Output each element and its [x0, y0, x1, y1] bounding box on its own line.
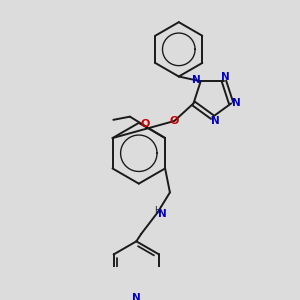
- Text: N: N: [221, 72, 230, 82]
- Text: N: N: [132, 292, 141, 300]
- Text: O: O: [169, 116, 179, 126]
- Text: N: N: [158, 208, 166, 218]
- Text: N: N: [211, 116, 220, 126]
- Text: N: N: [232, 98, 241, 108]
- Text: H: H: [154, 206, 160, 215]
- Text: N: N: [192, 75, 201, 85]
- Text: O: O: [141, 119, 150, 129]
